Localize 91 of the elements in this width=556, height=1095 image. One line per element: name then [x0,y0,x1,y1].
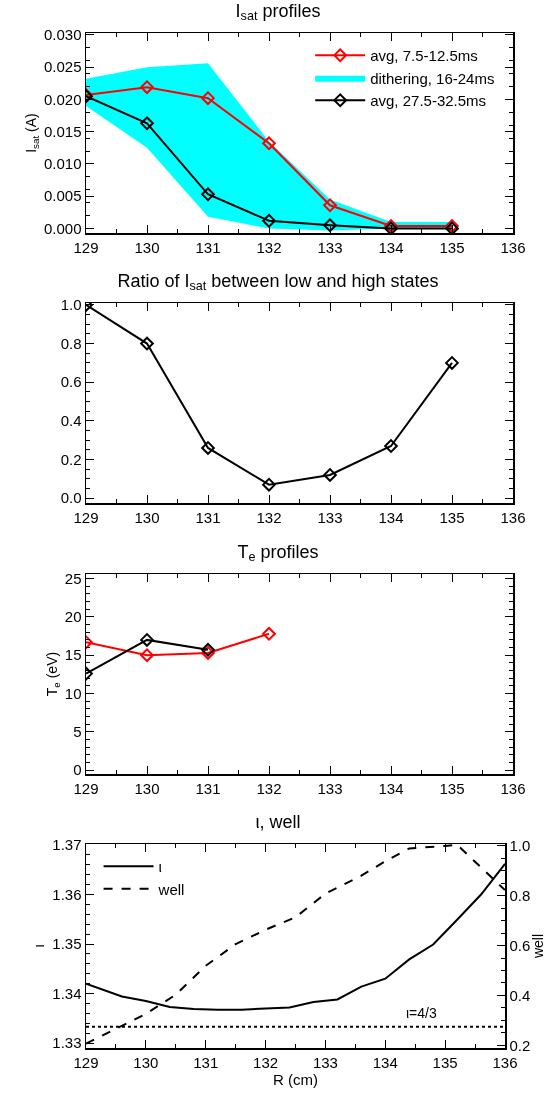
y-tick-label: 0 [73,761,82,779]
y-tick-label: 0.020 [43,90,82,108]
x-tick-label: 129 [73,1053,99,1071]
y-tick-label: 1.37 [52,836,82,854]
y-tick-label: 0.025 [43,58,82,76]
point [445,356,459,370]
y-tick-label: 0.015 [43,122,82,140]
legend-label: dithering, 16-24ms [370,69,495,87]
x-tick-label: 130 [133,1053,159,1071]
point [140,80,154,95]
x-tick-label: 134 [378,238,404,256]
x-tick-label: 130 [134,779,160,797]
x-tick-label: 135 [439,508,465,526]
point [262,136,276,151]
x-tick-label: 130 [134,238,160,256]
x-tick-label: 133 [312,1053,338,1071]
y-tick-label: 5 [73,723,82,741]
x-tick-label: 135 [439,238,465,256]
y2-tick-label: 0.4 [509,986,531,1004]
y2-tick-label: 0.6 [509,936,531,954]
y-tick-label: 0.8 [60,334,82,352]
x-tick-label: 131 [195,238,221,256]
y-tick-label: 0.000 [43,219,82,237]
y2-axis-title: well [530,933,547,960]
y-tick-label: 1.36 [52,885,82,903]
point [140,336,154,351]
chart-title: I$_{sat}$ profiles [235,0,321,24]
y-tick-label: 15 [64,646,82,664]
x-tick-label: 129 [73,779,99,797]
x-tick-label: 129 [73,508,99,526]
annotation: ι=4/3 [406,1005,437,1021]
y-tick-label: 0.4 [60,412,82,430]
x-tick-label: 136 [500,238,526,256]
chart-title: T$_{e}$ profiles [237,541,319,565]
legend-label: ι [158,858,162,876]
y-tick-label: 1.0 [60,296,82,314]
x-tick-label: 132 [256,238,282,256]
point [140,633,154,647]
point [140,648,154,663]
point [323,468,337,482]
x-tick-label: 136 [500,508,526,526]
point [384,439,398,453]
y-tick-label: 1.35 [52,935,82,953]
y2-tick-label: 0.8 [509,887,531,905]
y-tick-label: 1.33 [52,1034,82,1052]
x-tick-label: 132 [256,508,282,526]
x-tick-label: 135 [432,1053,458,1071]
y-axis-title: ι [31,944,48,948]
y-tick-label: 0.6 [60,373,82,391]
legend-label: avg, 7.5-12.5ms [370,47,478,65]
x-tick-label: 133 [317,779,343,797]
x-tick-label: 131 [195,508,221,526]
point [201,91,215,106]
x-tick-label: 136 [500,779,526,797]
x-tick-label: 131 [193,1053,219,1071]
x-tick-label: 135 [439,779,465,797]
y-tick-label: 0.2 [60,450,82,468]
y-tick-label: 1.34 [52,984,82,1002]
point [262,626,276,641]
legend-label: well [157,880,185,898]
x-tick-label: 134 [378,779,404,797]
y-tick-label: 25 [64,569,82,587]
x-tick-label: 132 [253,1053,279,1071]
chart-title: Ratio of I$_{sat}$ between low and high states [117,270,439,294]
y2-tick-label: 0.2 [509,1036,531,1054]
point [201,187,215,202]
x-tick-label: 133 [317,508,343,526]
y-tick-label: 0.005 [43,187,82,205]
legend-label: avg, 27.5-32.5ms [370,92,487,110]
y-tick-label: 0.010 [43,155,82,173]
y-tick-label: 20 [64,608,82,626]
x-axis-title: R (cm) [273,1070,318,1088]
point [201,441,215,455]
x-tick-label: 132 [256,779,282,797]
x-tick-label: 130 [134,508,160,526]
x-tick-label: 133 [317,238,343,256]
x-tick-label: 136 [492,1053,518,1071]
point [323,198,337,213]
y-tick-label: 0.030 [43,26,82,44]
y2-tick-label: 1.0 [509,837,531,855]
point [262,477,276,492]
x-tick-label: 131 [195,779,221,797]
y-tick-label: 10 [64,684,82,702]
x-tick-label: 129 [73,238,99,256]
y-tick-label: 0.0 [60,489,82,507]
chart-title: ι, well [255,811,301,832]
point [262,213,276,228]
x-tick-label: 134 [372,1053,398,1071]
point [323,218,337,233]
x-tick-label: 134 [378,508,404,526]
point [140,116,154,131]
